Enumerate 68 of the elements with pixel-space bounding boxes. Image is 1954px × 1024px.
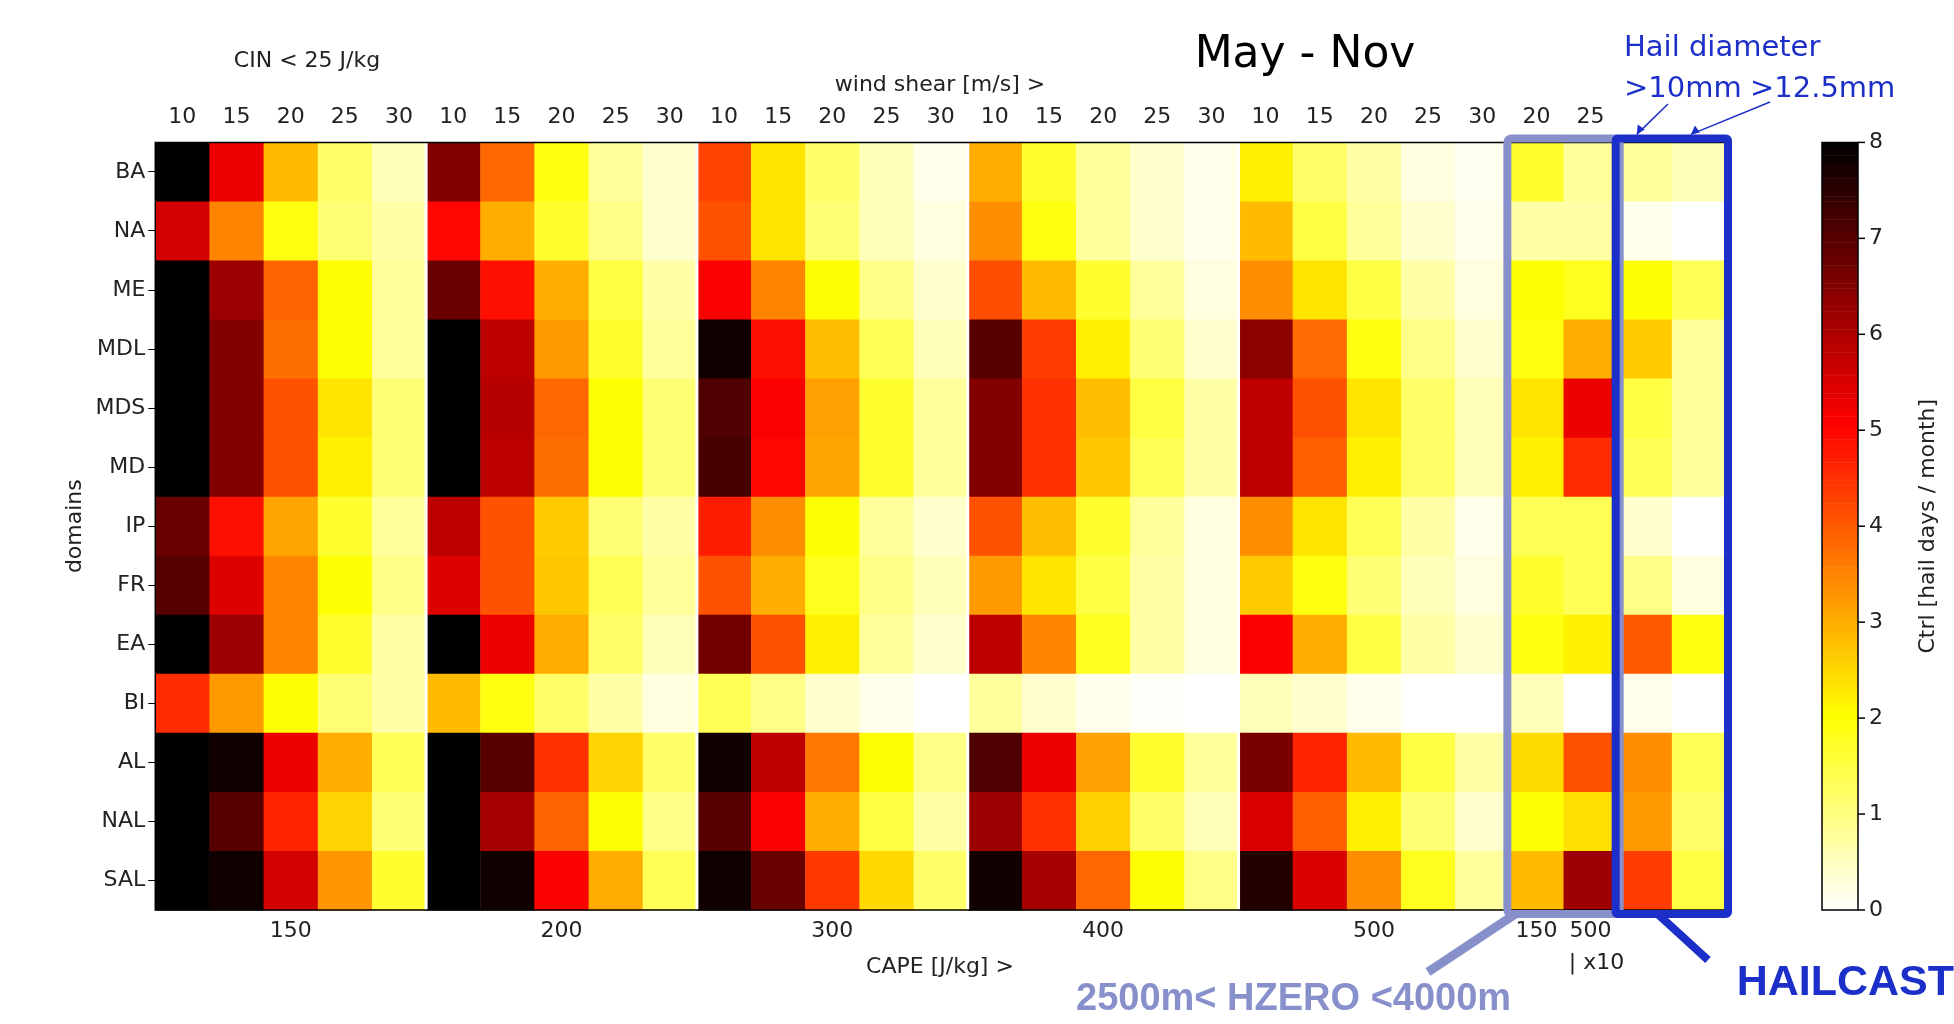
text: 500 [1569, 917, 1612, 943]
text: HAILCAST [1736, 956, 1954, 1006]
y-tick-label: AL [117, 748, 147, 774]
color-bar-label: 8 [1869, 128, 1883, 154]
x-tick-label: 30 [1197, 102, 1226, 128]
x-tick-label: 25 [872, 102, 901, 128]
color-bar-label: 6 [1869, 320, 1883, 346]
x-tick-label: 30 [926, 102, 955, 128]
color-bar-label: 3 [1869, 607, 1883, 633]
x-tick-label: 30 [385, 102, 414, 128]
x-tick-label: 15 [1305, 102, 1334, 128]
x-tick-label: 25 [330, 102, 359, 128]
x-tick-label: 15 [1034, 102, 1063, 128]
text: 400 [1082, 917, 1125, 943]
x-tick-label: 20 [276, 102, 305, 128]
color-bar-label: 5 [1869, 415, 1883, 441]
x-tick-label: 10 [980, 102, 1009, 128]
color-bar-title: Ctrl [hail days / month] [1913, 398, 1939, 654]
x-tick-label: 10 [709, 102, 738, 128]
y-tick-label: BA [115, 157, 146, 183]
text: >12.5mm [1750, 70, 1896, 105]
x-tick-label: 20 [1089, 102, 1118, 128]
y-tick-label: SAL [103, 866, 147, 892]
x-tick-label: 15 [764, 102, 793, 128]
y-tick-label: MD [109, 452, 146, 478]
y-tick-label: FR [117, 570, 146, 596]
x-tick-label: 30 [655, 102, 684, 128]
x-tick-label: 10 [439, 102, 468, 128]
text: 500 [1352, 917, 1395, 943]
x-tick-label: 30 [1468, 102, 1497, 128]
x-tick-label: 25 [1143, 102, 1172, 128]
x-tick-label: 20 [1359, 102, 1388, 128]
text: >10mm [1624, 70, 1742, 105]
y-tick-label: NAL [101, 807, 147, 833]
color-bar-label: 0 [1869, 895, 1883, 921]
x-tick-label: 10 [168, 102, 197, 128]
text: | x10 [1568, 949, 1625, 975]
y-tick-label: ME [112, 275, 146, 301]
text: 150 [269, 917, 312, 943]
y-tick-label: EA [116, 630, 146, 656]
y-tick-label: MDS [95, 393, 146, 419]
text: 200 [540, 917, 583, 943]
x-tick-label: 15 [222, 102, 251, 128]
color-bar-label: 7 [1869, 224, 1883, 250]
x-tick-label: 25 [1576, 102, 1605, 128]
color-bar-label: 1 [1869, 799, 1883, 825]
x-tick-label: 25 [1414, 102, 1443, 128]
chart-title: May - Nov [1194, 25, 1416, 78]
x-tick-label: 25 [601, 102, 630, 128]
x-tick-label: 20 [547, 102, 576, 128]
y-tick-label: BI [123, 689, 146, 715]
y-axis-title: domains [60, 479, 86, 574]
text: Hail diameter [1624, 29, 1821, 64]
color-bar-label: 2 [1869, 703, 1883, 729]
x-tick-label: 15 [493, 102, 522, 128]
y-tick-label: NA [113, 216, 146, 242]
text: CIN < 25 J/kg [233, 47, 381, 73]
y-tick-label: MDL [97, 334, 147, 360]
x-tick-label: 10 [1251, 102, 1280, 128]
text: 300 [811, 917, 854, 943]
y-tick-label: IP [125, 511, 146, 537]
x-tick-label: 20 [1522, 102, 1551, 128]
text: 150 [1515, 917, 1558, 943]
x2-axis-title: wind shear [m/s] > [834, 71, 1046, 97]
color-bar-label: 4 [1869, 511, 1883, 537]
x-axis-title: CAPE [J/kg] > [866, 953, 1014, 979]
x-tick-label: 20 [818, 102, 847, 128]
text: 2500m< HZERO <4000m [1076, 976, 1512, 1020]
